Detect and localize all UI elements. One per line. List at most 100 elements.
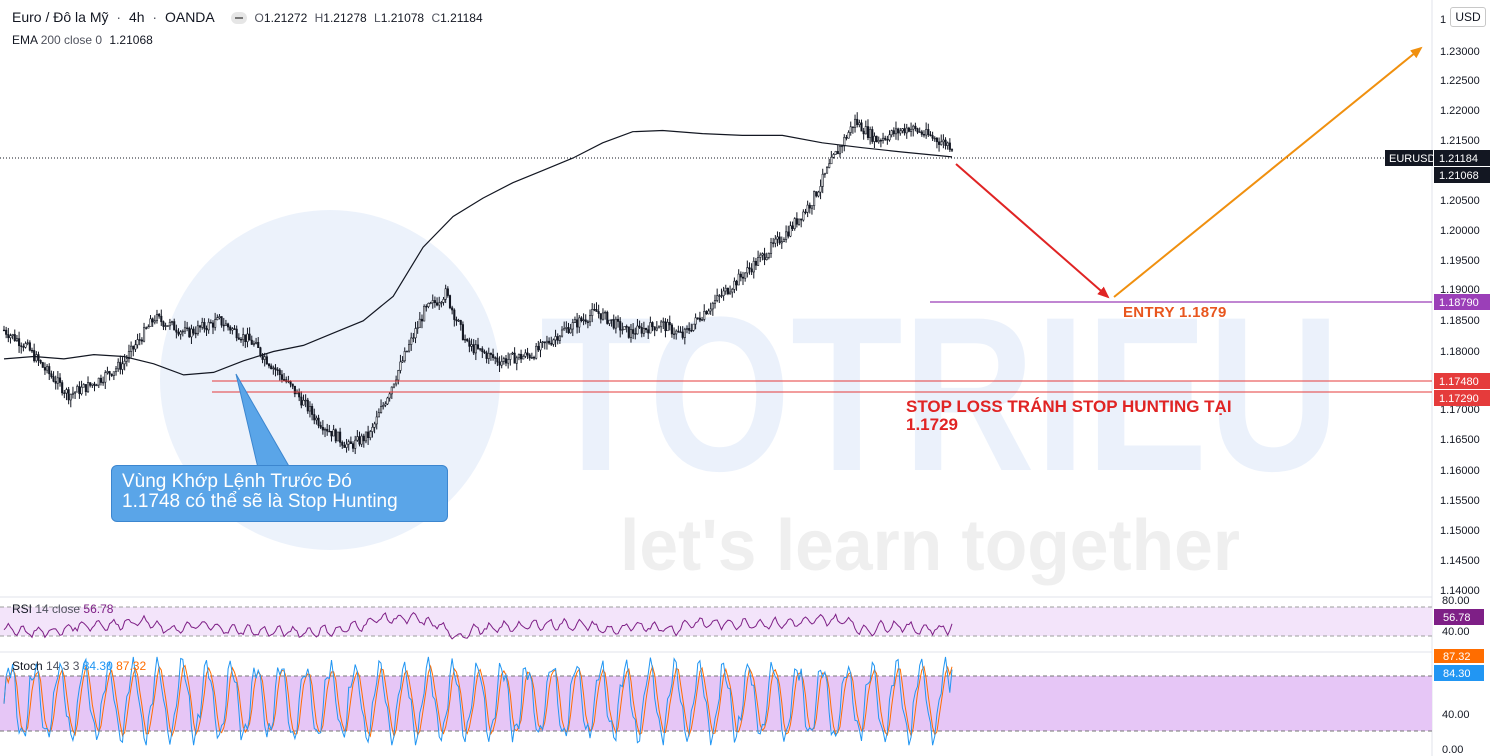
- candle-body: [388, 393, 391, 399]
- candle-body: [127, 351, 131, 359]
- candle-body: [438, 302, 441, 306]
- rsi-line: [3, 612, 953, 640]
- candle-body: [311, 406, 314, 415]
- interval[interactable]: 4h: [128, 9, 145, 25]
- rsi-pane[interactable]: 80.00 40.00 56.78: [0, 595, 1484, 640]
- candle-body: [642, 327, 645, 334]
- ema-params: 200 close 0: [40, 33, 103, 47]
- candle-body: [918, 131, 921, 133]
- candle-body: [102, 381, 105, 384]
- candle-body: [746, 267, 749, 274]
- symbol-legend[interactable]: Euro / Đô la Mỹ · 4h · OANDA O1.21272 H1…: [12, 9, 491, 25]
- candle-body: [599, 313, 602, 320]
- candle-body: [93, 383, 96, 386]
- stoch-pane[interactable]: 40.00 0.00 87.32 84.30: [0, 649, 1484, 756]
- collapse-legend-button[interactable]: [230, 12, 247, 25]
- price-tick: 1.20000: [1440, 225, 1480, 237]
- candle-body: [175, 329, 178, 333]
- candle-body: [11, 334, 14, 336]
- price-tick: 1.18000: [1440, 346, 1480, 358]
- rsi-value: 56.78: [83, 602, 114, 616]
- candle-body: [595, 309, 598, 312]
- candle-body: [815, 191, 818, 197]
- candle-body: [933, 137, 936, 140]
- candle-body: [84, 384, 87, 393]
- candle-body: [834, 151, 837, 155]
- candle-body: [214, 319, 217, 328]
- candle-body: [892, 130, 895, 135]
- candle-body: [843, 137, 846, 147]
- candle-body: [517, 353, 520, 359]
- candle-body: [183, 327, 187, 332]
- open-value: 1.21272: [263, 11, 308, 25]
- candle-body: [33, 350, 36, 362]
- currency-button[interactable]: USD: [1450, 7, 1486, 27]
- candle-body: [782, 239, 785, 242]
- candle-body: [612, 319, 615, 329]
- candle-body: [255, 341, 258, 344]
- candle-body: [487, 353, 490, 359]
- rsi-legend[interactable]: RSI 14 close 56.78: [12, 602, 113, 616]
- entry-price-badge: [1434, 294, 1490, 310]
- watermark-slogan: let's learn together: [620, 506, 1240, 586]
- candle-body: [196, 325, 199, 334]
- candle-body: [457, 320, 460, 322]
- symbol-name[interactable]: Euro / Đô la Mỹ: [12, 9, 109, 25]
- candle-body: [71, 392, 74, 395]
- stoch-scale-bottom: 0.00: [1442, 744, 1463, 756]
- candle-body: [78, 386, 81, 395]
- candle-body: [274, 367, 277, 371]
- candle-body: [315, 417, 318, 421]
- candle-body: [838, 145, 842, 155]
- ema-price-badge-label: 1.21068: [1439, 170, 1479, 182]
- candle-body: [916, 128, 919, 133]
- candle-body: [793, 218, 796, 229]
- candle-body: [591, 308, 594, 316]
- stop-hunting-callout: Vùng Khớp Lệnh Trước Đó 1.1748 có thể sẽ…: [111, 465, 448, 522]
- candle-body: [231, 328, 234, 331]
- candle-body: [464, 339, 467, 341]
- candle-body: [375, 416, 378, 425]
- rsi-value-badge-label: 56.78: [1443, 612, 1471, 624]
- candle-body: [849, 126, 852, 133]
- candle-body: [709, 308, 712, 312]
- candle-body: [666, 321, 669, 332]
- price-tick: 1.18500: [1440, 315, 1480, 327]
- candle-body: [741, 276, 745, 279]
- ema-legend[interactable]: EMA 200 close 0 1.21068: [12, 33, 153, 47]
- candle-body: [830, 156, 833, 165]
- low-label: L: [374, 11, 381, 25]
- candle-body: [371, 426, 374, 432]
- candle-body: [427, 303, 430, 307]
- candle-body: [442, 298, 445, 303]
- candle-body: [367, 431, 370, 439]
- candle-body: [586, 321, 589, 323]
- stoch-band: [0, 676, 1432, 731]
- candle-body: [623, 326, 626, 330]
- candle-body: [802, 211, 805, 221]
- candle-body: [216, 317, 219, 320]
- candle-body: [950, 149, 954, 151]
- candle-body: [869, 129, 872, 138]
- candle-body: [535, 345, 538, 359]
- level2-price-badge-label: 1.17290: [1439, 393, 1479, 405]
- candle-body: [321, 426, 324, 431]
- candle-body: [408, 344, 411, 352]
- candle-body: [545, 340, 548, 344]
- price-tick: 1.15000: [1440, 525, 1480, 537]
- stoch-legend[interactable]: Stoch 14 3 3 84.30 87.32: [12, 659, 146, 673]
- candle-body: [720, 295, 723, 297]
- candle-body: [451, 307, 454, 311]
- candle-body: [317, 417, 320, 426]
- candle-body: [625, 326, 628, 328]
- candle-body: [448, 295, 452, 309]
- candle-body: [716, 295, 719, 301]
- candle-body: [26, 342, 29, 344]
- candle-body: [946, 142, 949, 146]
- candle-body: [763, 253, 766, 260]
- candle-body: [149, 318, 152, 327]
- price-scale[interactable]: 1 1.23000 1.22500 1.22000 1.21500 1.2050…: [1440, 14, 1480, 597]
- candle-body: [117, 361, 120, 370]
- candle-body: [41, 362, 44, 368]
